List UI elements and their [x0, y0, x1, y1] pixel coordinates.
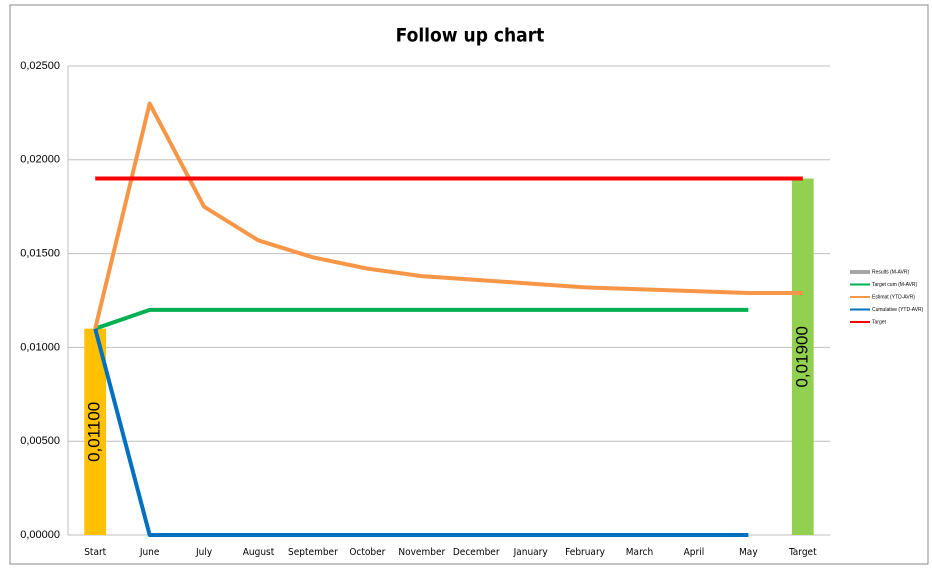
value-label: 0,01100: [85, 402, 104, 462]
bar: [791, 178, 814, 535]
legend-label: Target cum (M-AVR): [872, 282, 918, 288]
x-tick-label: Start: [84, 547, 106, 558]
chart-title: Follow up chart: [396, 25, 545, 47]
x-tick-label: December: [453, 547, 500, 558]
legend-label: Estimat (YTD-AVR): [872, 294, 915, 300]
line-series: [93, 101, 803, 330]
y-tick-label: 0,00500: [20, 435, 60, 447]
x-tick-label: Target: [788, 547, 817, 558]
x-tick-label: July: [195, 547, 213, 558]
x-tick-label: October: [349, 547, 385, 558]
x-tick-label: January: [513, 547, 549, 558]
bar: [84, 328, 107, 535]
y-tick-label: 0,02500: [20, 60, 60, 72]
x-tick-label: September: [288, 547, 338, 558]
line-series: [93, 328, 749, 537]
x-tick-label: November: [398, 547, 445, 558]
legend-label: Cumulative (YTD-AVR): [872, 307, 924, 313]
x-tick-label: August: [243, 547, 275, 558]
x-tick-label: June: [139, 547, 160, 558]
x-tick-label: May: [739, 547, 758, 558]
legend-label: Target: [872, 319, 887, 325]
y-tick-label: 0,02000: [20, 154, 60, 166]
x-tick-label: February: [565, 547, 605, 558]
y-tick-label: 0,00000: [20, 529, 60, 541]
y-tick-label: 0,01500: [20, 248, 60, 260]
x-tick-label: March: [626, 547, 653, 558]
x-tick-label: April: [684, 547, 705, 558]
line-series: [94, 307, 749, 331]
value-label: 0,01900: [792, 326, 811, 387]
legend-label: Results (M-AVR): [872, 269, 909, 275]
chart-frame: [9, 4, 929, 565]
y-tick-label: 0,01000: [20, 341, 60, 353]
